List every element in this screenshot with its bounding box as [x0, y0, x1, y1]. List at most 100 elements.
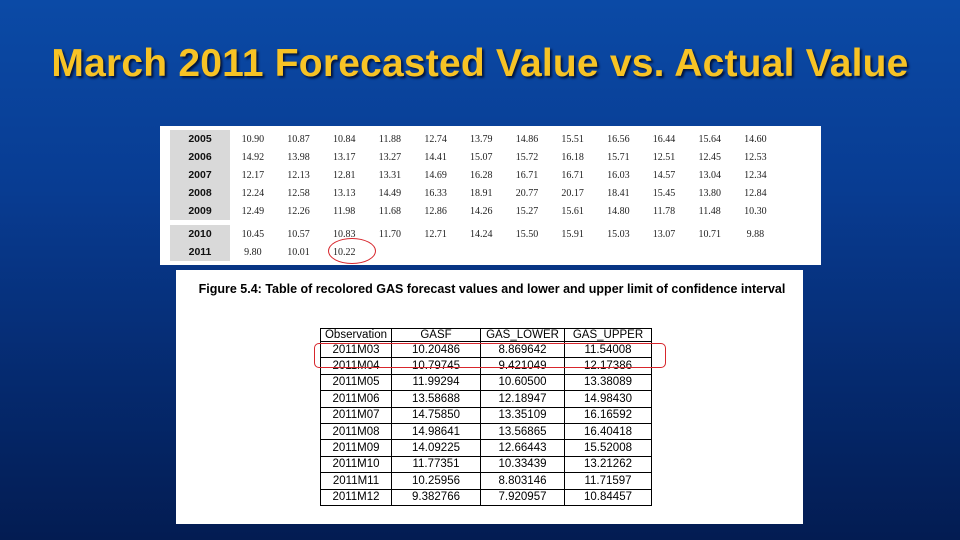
month-value: 13.80: [698, 187, 721, 199]
header-gas-lower: GAS_LOWER: [480, 328, 565, 342]
month-value: 20.77: [515, 187, 539, 199]
month-value: [504, 243, 550, 261]
header-observation: Observation: [320, 328, 392, 342]
month-value: 14.60: [744, 133, 767, 145]
cell-observation: 2011M09: [320, 439, 392, 457]
cell-gas-upper: 13.38089: [564, 373, 652, 392]
month-value: 14.92: [241, 151, 265, 163]
month-value: 11.78: [652, 205, 676, 217]
cell-gasf: 10.25956: [391, 472, 481, 490]
month-value: 15.07: [470, 151, 493, 163]
cell-gas-lower: 13.35109: [480, 406, 565, 424]
cell-gasf: 11.99294: [391, 373, 481, 392]
cell-gasf: 14.98641: [391, 422, 481, 441]
month-value: 14.57: [652, 169, 676, 181]
month-value: [687, 243, 733, 261]
year-row: 2011 9.80 10.01 10.22: [170, 243, 778, 261]
month-value: 14.69: [424, 169, 447, 181]
month-value: 13.13: [332, 187, 356, 199]
month-value: 16.18: [561, 151, 584, 163]
year-row: 2007 12.17 12.13 12.81 13.31 14.69 16.28 16.71 1…: [170, 166, 778, 184]
forecast-table: Observation GASF GAS_LOWER GAS_UPPER 201…: [320, 328, 652, 506]
month-value: 10.87: [287, 133, 310, 145]
header-gasf: GASF: [391, 328, 481, 342]
cell-gas-upper: 15.52008: [564, 439, 652, 457]
month-value: 12.51: [652, 151, 676, 163]
month-value: 12.58: [287, 187, 310, 199]
cell-observation: 2011M08: [320, 422, 392, 441]
month-value: 11.48: [698, 205, 721, 217]
month-value: 10.30: [744, 205, 767, 217]
month-value: 12.17: [241, 169, 265, 181]
month-value: 15.91: [561, 228, 584, 240]
month-value: 11.68: [378, 205, 401, 217]
year-label: 2008: [170, 184, 230, 202]
cell-gas-upper: 10.84457: [564, 488, 652, 506]
month-value: 12.13: [287, 169, 310, 181]
forecast-row: 2011M11 10.25956 8.803146 11.71597: [320, 472, 652, 490]
cell-observation: 2011M06: [320, 390, 392, 408]
month-value: 12.45: [698, 151, 721, 163]
month-value: 10.84: [332, 133, 356, 145]
month-value: 15.61: [561, 205, 584, 217]
month-value: 10.45: [241, 228, 265, 240]
month-value: 20.17: [561, 187, 584, 199]
cell-gas-upper: 14.98430: [564, 390, 652, 408]
cell-observation: 2011M10: [320, 455, 392, 474]
month-value: 18.91: [470, 187, 493, 199]
year-label: 2009: [170, 202, 230, 220]
forecast-row: 2011M10 11.77351 10.33439 13.21262: [320, 455, 652, 474]
cell-gasf: 9.382766: [391, 488, 481, 506]
figure-caption: Figure 5.4: Table of recolored GAS forec…: [198, 282, 786, 296]
month-value: 10.90: [241, 133, 265, 145]
month-value: 18.41: [607, 187, 630, 199]
cell-gas-upper: 13.21262: [564, 455, 652, 474]
forecast-table-header: Observation GASF GAS_LOWER GAS_UPPER: [320, 328, 652, 342]
month-value: 15.50: [515, 228, 539, 240]
cell-gasf: 10.20486: [391, 340, 481, 359]
month-value: [413, 243, 459, 261]
forecast-row-highlight: [314, 343, 666, 368]
month-value: 15.64: [698, 133, 721, 145]
month-value: 12.84: [744, 187, 767, 199]
month-value: 10.01: [287, 246, 310, 258]
cell-gas-lower: 8.803146: [480, 472, 565, 490]
forecast-row: 2011M12 9.382766 7.920957 10.84457: [320, 488, 652, 506]
cell-observation: 2011M11: [320, 472, 392, 490]
forecast-row: 2011M08 14.98641 13.56865 16.40418: [320, 422, 652, 441]
month-value: 11.88: [378, 133, 401, 145]
year-row: 2010 10.45 10.57 10.83 11.70 12.71 14.24 15.50 1…: [170, 225, 778, 243]
month-value: 15.45: [652, 187, 676, 199]
month-value: 9.80: [244, 246, 262, 258]
month-value: 14.80: [607, 205, 630, 217]
month-value: 12.24: [241, 187, 265, 199]
cell-gasf: 14.75850: [391, 406, 481, 424]
cell-gas-lower: 10.33439: [480, 455, 565, 474]
month-value: 15.71: [607, 151, 630, 163]
month-value: 14.49: [378, 187, 402, 199]
actual-value-highlight-oval: [328, 238, 376, 264]
month-value: 13.07: [652, 228, 676, 240]
year-row: 2008 12.24 12.58 13.13 14.49 16.33 18.91 20.77 2…: [170, 184, 778, 202]
cell-gasf: 11.77351: [391, 455, 481, 474]
month-value: 14.41: [424, 151, 447, 163]
cell-gas-lower: 13.56865: [480, 422, 565, 441]
year-label: 2010: [170, 225, 230, 243]
cell-gas-lower: 7.920957: [480, 488, 565, 506]
month-value: 15.27: [515, 205, 539, 217]
year-label: 2007: [170, 166, 230, 184]
month-value: 12.49: [241, 205, 265, 217]
cell-gas-lower: 10.60500: [480, 373, 565, 392]
month-value: 12.53: [744, 151, 767, 163]
month-value: 16.33: [424, 187, 447, 199]
cell-gas-upper: 16.40418: [564, 422, 652, 441]
forecast-row: 2011M07 14.75850 13.35109 16.16592: [320, 406, 652, 424]
month-value: 12.74: [424, 133, 447, 145]
yearly-gas-price-table: 2005 10.90 10.87 10.84 11.88 12.74 13.79 14.86 1…: [170, 130, 778, 261]
month-value: [596, 243, 642, 261]
month-value: 10.71: [698, 228, 721, 240]
cell-gasf: 13.58688: [391, 390, 481, 408]
month-value: 10.83: [332, 228, 356, 240]
header-gas-upper: GAS_UPPER: [564, 328, 652, 342]
month-value: [733, 243, 779, 261]
